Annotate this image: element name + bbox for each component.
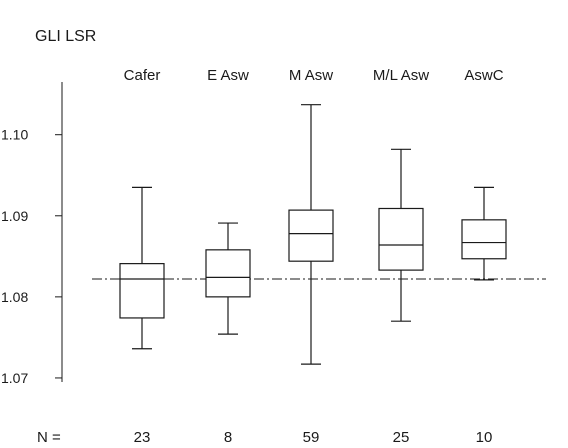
box-group: [119, 186, 165, 350]
n-value: 25: [393, 429, 410, 446]
category-label: Cafer: [124, 67, 161, 84]
y-axis-ticks: 1.07 1.08 1.09 1.10: [1, 127, 62, 386]
y-tick-label: 1.08: [1, 289, 28, 305]
category-label: E Asw: [207, 67, 249, 84]
chart-title: GLI LSR: [35, 28, 96, 45]
n-label: N =: [37, 429, 61, 446]
box-series: [119, 104, 507, 365]
box-group: [205, 222, 251, 335]
y-tick-label: 1.09: [1, 208, 28, 224]
iqr-box: [119, 263, 165, 319]
category-label: M/L Asw: [373, 67, 429, 84]
iqr-box: [288, 209, 334, 262]
n-value: 59: [303, 429, 320, 446]
box-group: [378, 148, 424, 322]
iqr-box: [205, 249, 251, 298]
n-value: 23: [134, 429, 151, 446]
category-label: AswC: [464, 67, 503, 84]
y-tick-label: 1.07: [1, 370, 28, 386]
box-group: [461, 186, 507, 281]
category-label: M Asw: [289, 67, 333, 84]
category-labels: Cafer E Asw M Asw M/L Asw AswC: [124, 67, 504, 84]
box-group: [288, 104, 334, 365]
n-value: 8: [224, 429, 232, 446]
y-tick-label: 1.10: [1, 127, 28, 143]
iqr-box: [378, 207, 424, 271]
iqr-box: [461, 219, 507, 260]
n-values: 23 8 59 25 10: [134, 429, 493, 446]
n-value: 10: [476, 429, 493, 446]
